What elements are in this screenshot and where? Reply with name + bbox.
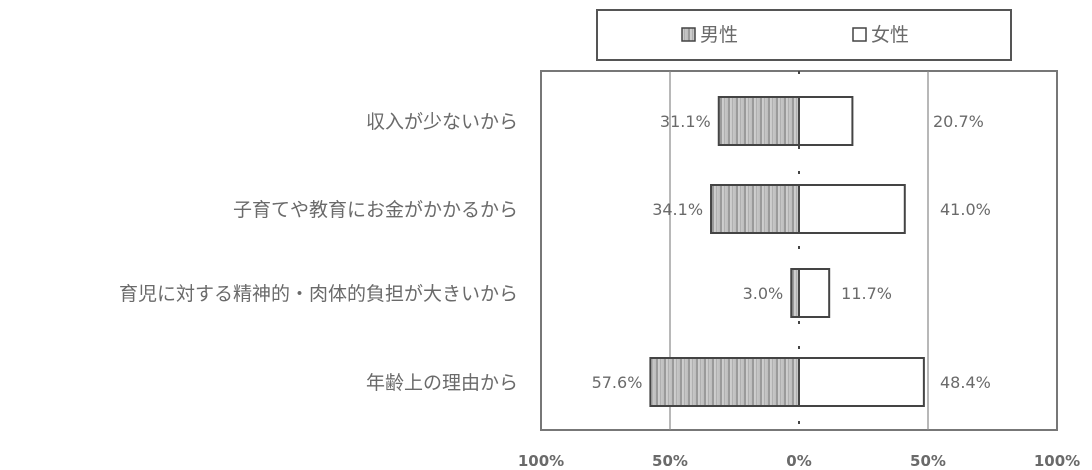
data-label-male: 31.1%	[660, 112, 711, 131]
data-label-female: 20.7%	[933, 112, 984, 131]
bar-female	[798, 184, 906, 234]
x-tick-label: 50%	[910, 452, 946, 470]
x-tick-label: 0%	[786, 452, 811, 470]
legend-female-swatch	[852, 27, 867, 42]
legend: 男性 女性	[596, 9, 1012, 61]
data-label-male: 34.1%	[652, 200, 703, 219]
data-label-male: 57.6%	[592, 373, 643, 392]
legend-male-swatch	[681, 27, 696, 42]
bar-male	[649, 357, 801, 407]
category-label: 年齢上の理由から	[366, 372, 518, 394]
labels-layer: 収入が少ないから 31.1% 20.7% 子育てや教育にお金がかかるから 34.1% 41…	[119, 111, 991, 394]
legend-frame	[596, 9, 1012, 61]
data-label-female: 11.7%	[841, 284, 892, 303]
data-label-female: 41.0%	[940, 200, 991, 219]
legend-female-label: 女性	[871, 24, 909, 46]
category-label: 子育てや教育にお金がかかるから	[233, 199, 518, 221]
data-label-female: 48.4%	[940, 373, 991, 392]
bars-layer	[649, 96, 925, 407]
bar-female	[798, 357, 925, 407]
bar-male	[710, 184, 800, 234]
bar-female	[798, 268, 831, 318]
x-tick-label: 100%	[518, 452, 564, 470]
x-axis-ticks: 100% 50% 0% 50% 100%	[518, 452, 1080, 470]
x-tick-label: 50%	[652, 452, 688, 470]
category-label: 育児に対する精神的・肉体的負担が大きいから	[119, 283, 518, 305]
bar-male	[790, 268, 801, 318]
data-label-male: 3.0%	[743, 284, 784, 303]
bar-male	[717, 96, 801, 146]
x-tick-label: 100%	[1034, 452, 1080, 470]
bar-female	[798, 96, 854, 146]
category-label: 収入が少ないから	[366, 111, 518, 133]
legend-male-label: 男性	[700, 24, 738, 46]
